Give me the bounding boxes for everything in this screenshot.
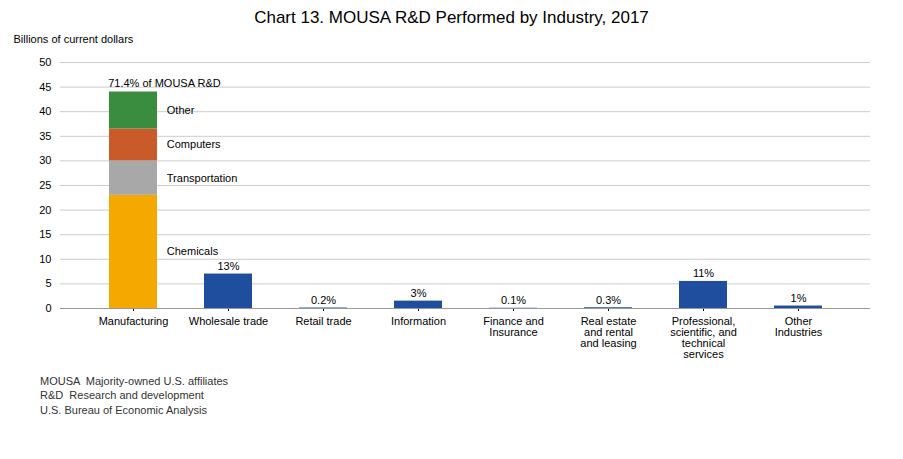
- svg-text:Chemicals: Chemicals: [167, 245, 219, 257]
- svg-text:1%: 1%: [791, 292, 807, 304]
- svg-text:Manufacturing: Manufacturing: [99, 315, 169, 327]
- html-text:Chart 13. MOUSA R&D Performed: Chart 13. MOUSA R&D Performed by Industr…: [254, 8, 649, 27]
- svg-text:3%: 3%: [411, 287, 427, 299]
- svg-text:20: 20: [39, 204, 51, 216]
- svg-text:Transportation: Transportation: [167, 172, 238, 184]
- svg-text:Information: Information: [391, 315, 446, 327]
- svg-text:Computers: Computers: [167, 138, 221, 150]
- svg-text:Wholesale trade: Wholesale trade: [189, 315, 269, 327]
- svg-text:35: 35: [39, 130, 51, 142]
- svg-text:Real estateand rentaland leasi: Real estateand rentaland leasing: [580, 315, 636, 349]
- svg-text:0.2%: 0.2%: [311, 294, 336, 306]
- svg-text:Other: Other: [167, 104, 195, 116]
- svg-text:10: 10: [39, 253, 51, 265]
- svg-text:Finance andInsurance: Finance andInsurance: [483, 315, 544, 338]
- svg-text:Billions of current dollars: Billions of current dollars: [14, 33, 134, 45]
- svg-text:30: 30: [39, 154, 51, 166]
- svg-text:40: 40: [39, 105, 51, 117]
- svg-text:71.4% of MOUSA R&D: 71.4% of MOUSA R&D: [108, 77, 221, 89]
- svg-text:0.3%: 0.3%: [596, 294, 621, 306]
- svg-text:0.1%: 0.1%: [501, 294, 526, 306]
- svg-text:0: 0: [45, 302, 51, 314]
- svg-text:OtherIndustries: OtherIndustries: [775, 315, 823, 338]
- svg-text:11%: 11%: [693, 267, 714, 279]
- svg-text:50: 50: [39, 56, 51, 68]
- html-text:R&D Research and development: R&D Research and development: [40, 389, 204, 402]
- svg-text:15: 15: [39, 228, 51, 240]
- svg-text:5: 5: [45, 277, 51, 289]
- svg-text:25: 25: [39, 179, 51, 191]
- html-text:U.S. Bureau of Economic Analys: U.S. Bureau of Economic Analysis: [40, 403, 207, 416]
- html-text:MOUSA Majority-owned U.S. affi: MOUSA Majority-owned U.S. affiliates: [40, 375, 229, 387]
- svg-text:Professional,scientific, andte: Professional,scientific, andtechnicalser…: [670, 315, 737, 360]
- svg-text:Retail trade: Retail trade: [295, 315, 351, 327]
- svg-text:13%: 13%: [217, 260, 239, 272]
- svg-text:45: 45: [39, 81, 51, 93]
